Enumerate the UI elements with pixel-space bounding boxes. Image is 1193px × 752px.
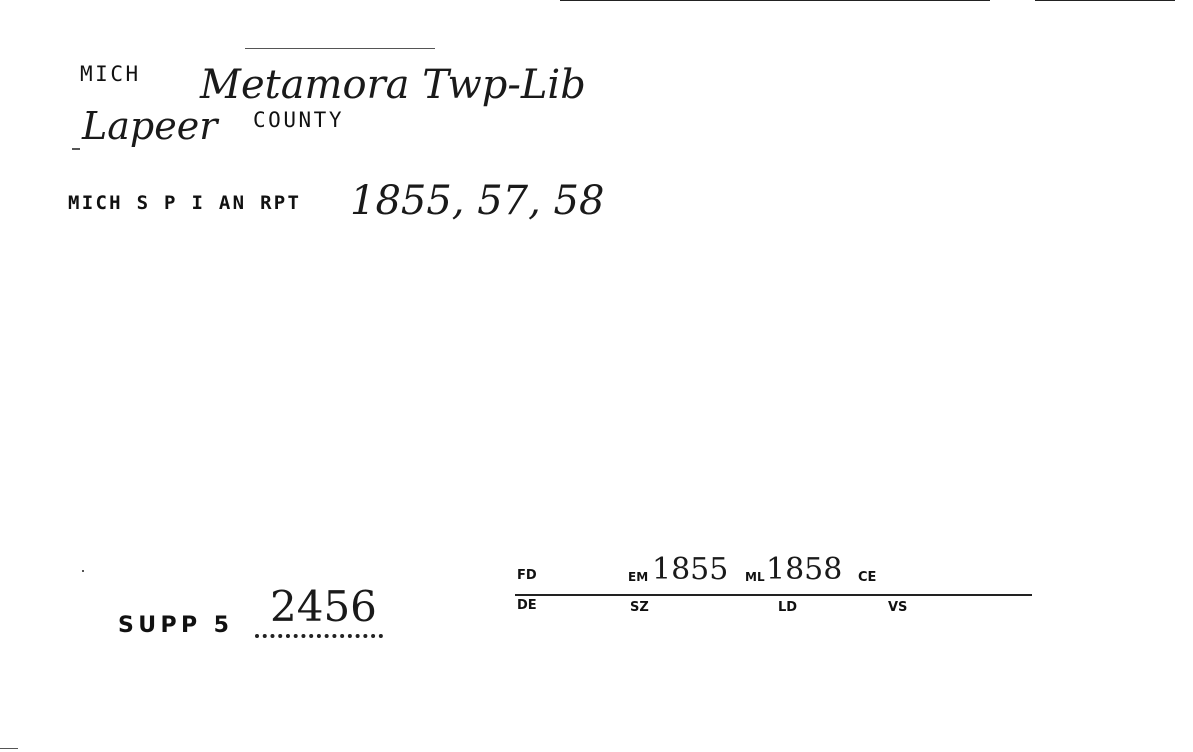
state-label: MICH <box>80 62 141 86</box>
locality-handwritten: Metamora Twp-Lib <box>200 62 586 108</box>
supp-dotted-line <box>255 634 383 638</box>
de-label: DE <box>517 598 537 613</box>
vs-label: VS <box>888 600 908 615</box>
margin-dash <box>72 148 80 150</box>
report-label: MICH S P I AN RPT <box>68 192 302 214</box>
em-label: EM <box>628 570 649 584</box>
speck-bottom <box>0 748 18 749</box>
em-value: 1855 <box>652 552 729 587</box>
report-years-handwritten: 1855, 57, 58 <box>350 178 605 224</box>
county-handwritten: Lapeer <box>82 104 218 148</box>
county-label: COUNTY <box>253 108 344 132</box>
top-edge-line <box>560 0 990 1</box>
top-edge-line-right <box>1035 0 1175 1</box>
sz-label: SZ <box>630 600 649 615</box>
fd-label: FD <box>517 568 537 583</box>
fields-divider-line <box>515 594 1032 596</box>
supp-number-handwritten: 2456 <box>270 582 377 631</box>
ld-label: LD <box>778 600 798 615</box>
top-smudge <box>245 48 435 49</box>
ce-label: CE <box>858 570 877 585</box>
speck <box>82 570 84 572</box>
ml-label: ML <box>745 570 765 584</box>
supp-label: SUPP 5 <box>118 613 234 638</box>
ml-value: 1858 <box>766 552 843 587</box>
